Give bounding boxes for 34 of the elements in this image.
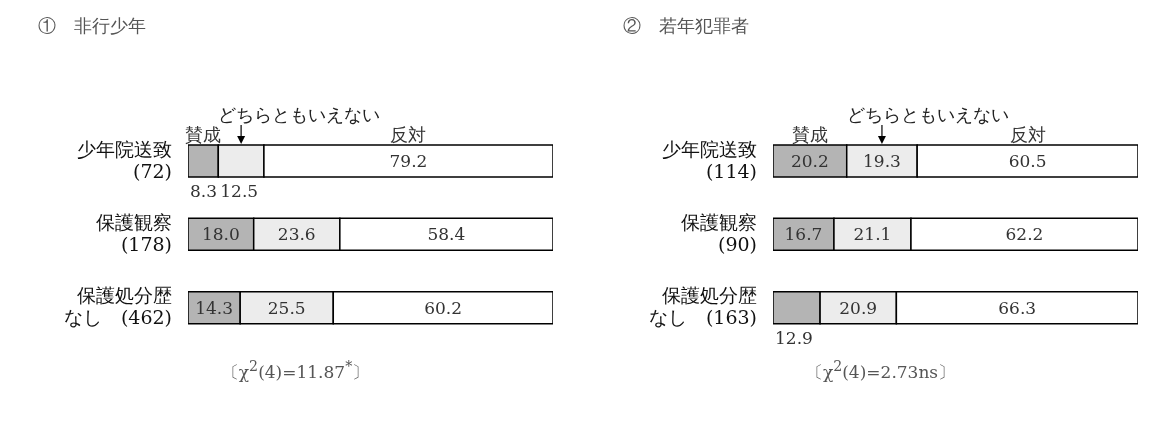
data-label: 16.7 bbox=[784, 224, 823, 245]
data-label: 20.2 bbox=[790, 151, 829, 171]
data-label: 20.9 bbox=[839, 297, 878, 318]
series-label: 反対 bbox=[1009, 124, 1046, 145]
text: 〔χ$^{2}$(4)=11.87$^{*}$〕 bbox=[220, 358, 371, 384]
data-label: 62.2 bbox=[1005, 224, 1044, 245]
data-label: 14.3 bbox=[195, 297, 234, 318]
y-tick-label: 少年院送致(114) bbox=[662, 137, 757, 182]
data-label: 25.5 bbox=[267, 297, 306, 318]
series-label: どちらともいえない bbox=[846, 104, 1009, 125]
data-label: 12.5 bbox=[220, 181, 259, 201]
y-tick-label: 保護処分歴なし (163) bbox=[648, 284, 757, 329]
data-label: 60.5 bbox=[1008, 151, 1047, 171]
data-label: 66.3 bbox=[998, 297, 1037, 318]
chart-title: ② 若年犯罪者 bbox=[622, 14, 750, 38]
data-label: 79.2 bbox=[389, 151, 428, 171]
data-label: 21.1 bbox=[853, 224, 892, 245]
data-label: 19.3 bbox=[863, 151, 901, 171]
data-label: 23.6 bbox=[277, 224, 316, 245]
y-tick-label: 保護観察(178) bbox=[96, 211, 172, 255]
data-label: 18.0 bbox=[201, 224, 240, 245]
legend-label: 賛成 bbox=[185, 124, 222, 145]
data-label: 8.3 bbox=[190, 181, 218, 201]
series-label: 賛成 bbox=[791, 124, 828, 145]
y-tick-label: 保護処分歴なし (462) bbox=[63, 284, 172, 329]
series-label: どちらともいえない bbox=[218, 104, 381, 125]
y-tick-label: 少年院送致(72) bbox=[77, 137, 172, 182]
data-label: 58.4 bbox=[427, 224, 466, 245]
series-label: 反対 bbox=[390, 124, 427, 145]
data-label: 12.9 bbox=[775, 327, 813, 348]
y-tick-label: 保護観察(90) bbox=[681, 211, 757, 255]
text: 〔χ$^{2}$(4)=2.73ns〕 bbox=[804, 358, 957, 384]
data-label: 60.2 bbox=[424, 297, 463, 318]
chart-title: ① 非行少年 bbox=[37, 14, 147, 38]
